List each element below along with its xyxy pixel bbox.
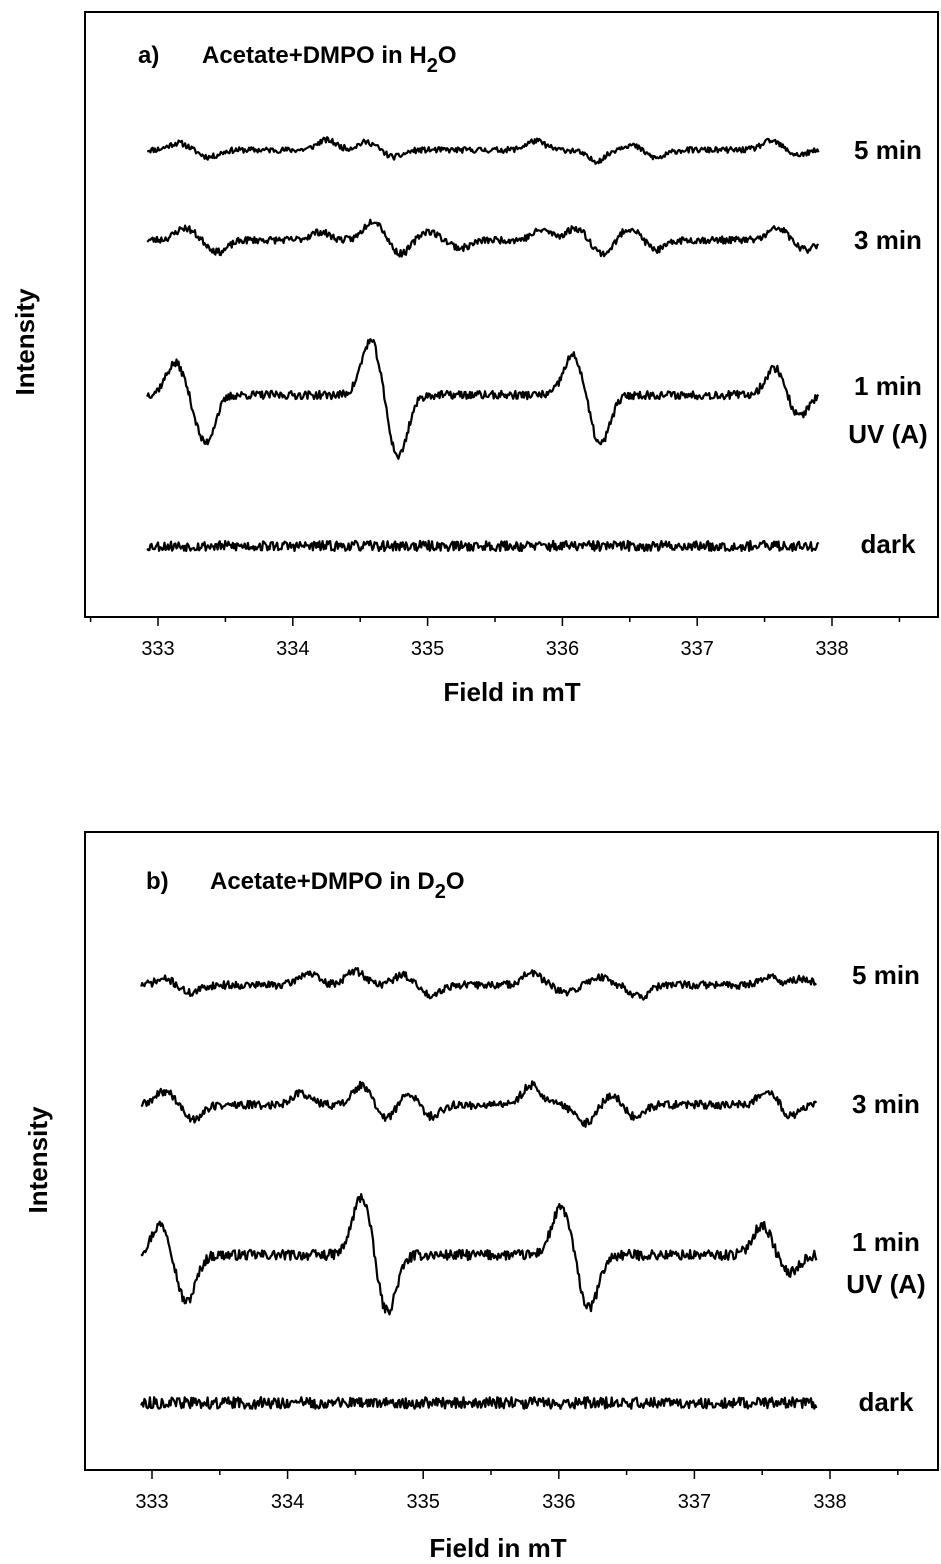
trace-label-dark: dark <box>859 1387 914 1417</box>
panel-title-text: Acetate+DMPO in H <box>202 42 427 69</box>
panel-b: b) Acetate+DMPO in D2O Intensity Field i… <box>23 831 939 1563</box>
x-tick-label: 335 <box>411 638 444 660</box>
x-axis-ticks: 333 334 335 336 337 338 <box>89 617 901 660</box>
plot-frame <box>84 11 939 618</box>
panel-title-suffix: O <box>438 42 457 69</box>
x-tick-label: 334 <box>271 1491 304 1513</box>
trace-label-dark: dark <box>861 529 916 559</box>
x-tick-label: 336 <box>546 638 579 660</box>
panel-title-subscript: 2 <box>427 55 438 77</box>
trace-dark <box>146 539 820 553</box>
x-tick-label: 336 <box>542 1491 575 1513</box>
trace-label-5min: 5 min <box>854 135 922 165</box>
trace-label-3min: 3 min <box>852 1089 920 1119</box>
panel-letter: a) <box>138 42 159 69</box>
plot-frame <box>84 831 939 1471</box>
panel-a: a) Acetate+DMPO in H2O Intensity Field i… <box>10 11 939 707</box>
x-tick-label: 333 <box>141 638 174 660</box>
trace-label-1min: UV (A) <box>846 1269 925 1299</box>
trace-labels: 5 min 3 min 1 min UV (A) dark <box>848 135 927 559</box>
trace-label-3min: 3 min <box>854 225 922 255</box>
x-tick-label: 337 <box>681 638 714 660</box>
x-tick-label: 337 <box>678 1491 711 1513</box>
panel-title-text: Acetate+DMPO in D <box>210 868 435 895</box>
trace-labels: 5 min 3 min 1 min UV (A) dark <box>846 960 925 1417</box>
x-axis-ticks: 333 334 335 336 337 338 <box>135 1470 899 1513</box>
trace-5min <box>146 136 820 165</box>
panel-title: Acetate+DMPO in H2O <box>202 42 457 77</box>
x-tick-label: 334 <box>276 638 309 660</box>
x-tick-label: 333 <box>135 1491 168 1513</box>
trace-3min <box>140 1080 818 1128</box>
panel-letter: b) <box>146 868 169 895</box>
panel-title-subscript: 2 <box>435 881 446 903</box>
x-axis-label: Field in mT <box>429 1533 566 1563</box>
spectrum-traces <box>140 967 818 1410</box>
y-axis-label: Intensity <box>10 288 40 395</box>
trace-label-5min: 5 min <box>852 960 920 990</box>
x-tick-label: 338 <box>815 638 848 660</box>
trace-1min <box>140 1193 818 1316</box>
trace-label-1min: 1 min <box>854 371 922 401</box>
x-tick-label: 338 <box>813 1491 846 1513</box>
trace-label-1min: UV (A) <box>848 419 927 449</box>
x-tick-label: 335 <box>407 1491 440 1513</box>
spectrum-traces <box>146 136 820 553</box>
y-axis-label: Intensity <box>23 1106 53 1213</box>
trace-5min <box>140 967 817 1001</box>
panel-title: Acetate+DMPO in D2O <box>210 868 465 903</box>
trace-label-1min: 1 min <box>852 1227 920 1257</box>
trace-3min <box>146 218 820 258</box>
trace-dark <box>140 1396 818 1410</box>
panel-title-suffix: O <box>446 868 465 895</box>
trace-1min <box>146 338 820 460</box>
x-axis-label: Field in mT <box>443 677 580 707</box>
